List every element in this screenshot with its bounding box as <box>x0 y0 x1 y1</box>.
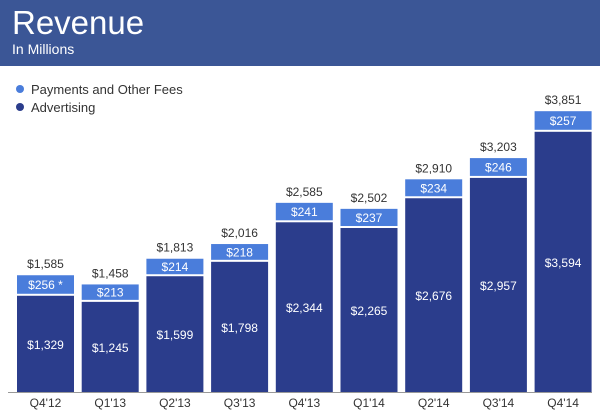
bar-advertising <box>340 228 398 392</box>
legend-label-advertising: Advertising <box>31 99 96 115</box>
data-label-advertising: $2,957 <box>480 279 517 293</box>
bar-advertising <box>469 177 527 392</box>
bar-advertising <box>17 295 74 392</box>
data-label-advertising: $1,329 <box>27 338 64 352</box>
data-label-total: $2,910 <box>415 161 452 175</box>
data-label-payments: $218 <box>226 245 253 259</box>
data-label-total: $2,016 <box>221 226 258 240</box>
x-tick-label: Q3'14 <box>483 396 515 410</box>
bar-payments <box>81 284 139 300</box>
data-label-payments: $256 * <box>28 278 63 292</box>
bar-advertising <box>81 301 139 392</box>
data-label-advertising: $3,594 <box>545 256 582 270</box>
x-tick-label: Q3'13 <box>224 396 256 410</box>
data-label-total: $2,585 <box>286 185 323 199</box>
data-label-payments: $257 <box>550 114 577 128</box>
x-tick-label: Q1'14 <box>353 396 385 410</box>
data-label-advertising: $2,265 <box>351 304 388 318</box>
data-label-total: $1,813 <box>157 241 194 255</box>
bar-payments <box>469 158 527 176</box>
bar-advertising <box>534 131 592 392</box>
data-label-advertising: $1,798 <box>221 321 258 335</box>
x-tick-label: Q4'12 <box>30 396 62 410</box>
chart-subtitle: In Millions <box>12 41 75 57</box>
x-tick-label: Q1'13 <box>94 396 126 410</box>
data-label-advertising: $1,599 <box>157 328 194 342</box>
data-label-payments: $246 <box>485 161 512 175</box>
bar-payments <box>275 202 333 221</box>
data-label-payments: $213 <box>97 286 124 300</box>
data-label-total: $1,585 <box>27 257 64 271</box>
data-label-payments: $241 <box>291 205 318 219</box>
data-label-advertising: $2,344 <box>286 301 323 315</box>
bar-advertising <box>275 222 333 392</box>
x-tick-label: Q4'14 <box>547 396 579 410</box>
bar-advertising <box>405 198 463 392</box>
data-label-total: $3,851 <box>545 93 582 107</box>
data-label-advertising: $2,676 <box>415 289 452 303</box>
legend-item-payments: Payments and Other Fees <box>16 80 183 98</box>
legend-swatch-advertising <box>16 103 24 111</box>
legend-item-advertising: Advertising <box>16 98 183 116</box>
bar-payments <box>405 179 463 197</box>
legend-swatch-payments <box>16 85 24 93</box>
bar-payments <box>17 275 74 294</box>
bar-payments <box>211 244 269 260</box>
data-label-total: $3,203 <box>480 140 517 154</box>
chart-title: Revenue <box>12 4 145 41</box>
bar-payments <box>146 258 204 275</box>
data-label-advertising: $1,245 <box>92 341 129 355</box>
x-tick-label: Q2'13 <box>159 396 191 410</box>
legend-label-payments: Payments and Other Fees <box>31 81 183 97</box>
x-tick-label: Q4'13 <box>288 396 320 410</box>
data-label-payments: $214 <box>162 260 189 274</box>
chart-header: Revenue In Millions <box>0 0 600 66</box>
data-label-payments: $237 <box>356 211 383 225</box>
bar-advertising <box>146 276 204 392</box>
x-tick-label: Q2'14 <box>418 396 450 410</box>
bar-advertising <box>211 261 269 392</box>
data-label-total: $1,458 <box>92 266 129 280</box>
chart-legend: Payments and Other Fees Advertising <box>16 80 183 116</box>
bar-payments <box>340 208 398 227</box>
data-label-total: $2,502 <box>351 191 388 205</box>
data-label-payments: $234 <box>420 181 447 195</box>
bar-payments <box>534 111 592 130</box>
